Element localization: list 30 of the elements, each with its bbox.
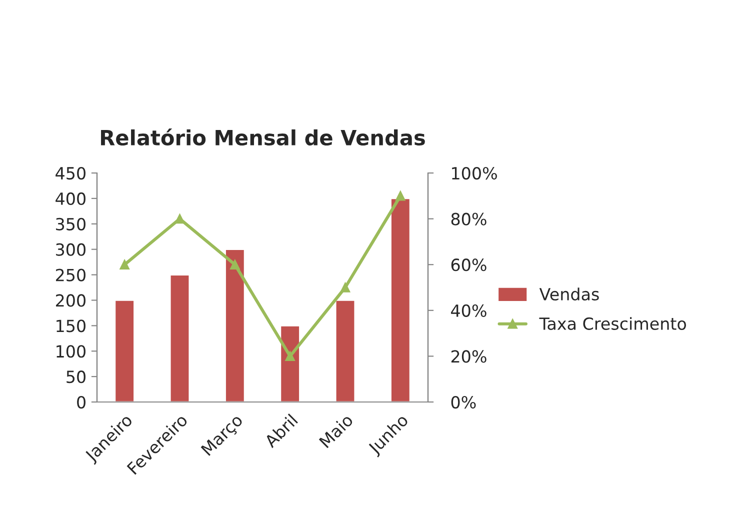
point [174, 214, 185, 224]
point [230, 260, 240, 270]
bar [114, 300, 135, 402]
bar [169, 274, 190, 402]
legend-label: Vendas [539, 288, 599, 301]
y2-tick-label: 100% [452, 166, 497, 180]
y-tick-label: 100 [56, 345, 86, 358]
point [396, 191, 406, 201]
point [340, 282, 350, 292]
chart-title: Relatório Mensal de Vendas [101, 128, 425, 146]
y2-tick-label: 20% [451, 350, 486, 363]
y-tick-label: 200 [56, 294, 86, 307]
y-tick-label: 150 [56, 320, 86, 332]
bar [334, 300, 356, 402]
y-tick-label: 0 [77, 396, 86, 409]
y2-tick-label: 40% [451, 304, 486, 317]
legend-label: Taxa Crescimento [539, 317, 686, 330]
y-tick-label: 50 [66, 370, 86, 384]
y-tick-label: 400 [56, 192, 86, 206]
y2-tick-label: 60% [451, 258, 486, 272]
point [120, 260, 130, 270]
y-tick-label: 450 [56, 166, 86, 180]
y-tick-label: 350 [56, 218, 86, 230]
bar [224, 248, 246, 402]
y-tick-label: 250 [56, 268, 86, 282]
y2-tick-label: 80% [451, 212, 486, 226]
y-tick-label: 300 [56, 243, 86, 256]
y2-tick-label: 0% [451, 396, 476, 409]
bar [390, 198, 411, 402]
point [285, 351, 295, 362]
